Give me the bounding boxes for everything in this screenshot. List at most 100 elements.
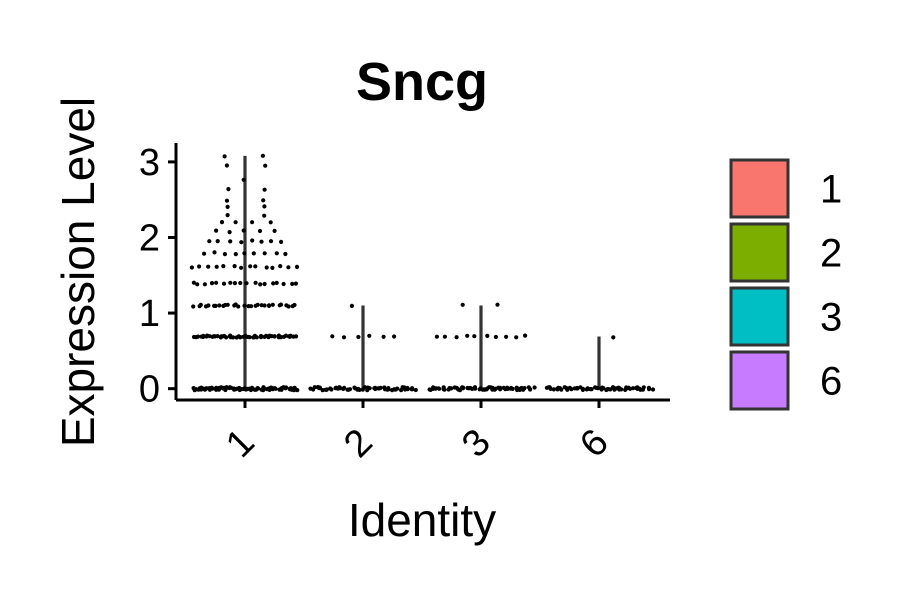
data-point-2	[378, 385, 383, 390]
data-point-1	[241, 177, 246, 182]
data-point-1	[189, 265, 194, 270]
x-axis-title: Identity	[348, 494, 496, 546]
data-point-6	[548, 386, 553, 391]
data-point-1	[258, 335, 264, 340]
chart-title: Sncg	[356, 52, 488, 112]
data-point-1	[247, 335, 252, 340]
data-point-2	[347, 387, 353, 392]
data-point-2	[341, 335, 347, 340]
x-tick-label-2: 2	[336, 421, 381, 466]
data-point-1	[227, 230, 232, 235]
data-point-1	[283, 251, 288, 257]
data-point-3	[472, 334, 477, 339]
data-point-1	[284, 385, 289, 390]
data-point-3	[434, 334, 439, 339]
data-point-1	[213, 303, 218, 308]
data-point-1	[250, 238, 255, 243]
legend-label-2: 2	[820, 232, 842, 276]
data-point-1	[236, 304, 241, 309]
data-point-1	[294, 264, 300, 269]
data-point-1	[278, 264, 283, 269]
x-tick-label-3: 3	[454, 421, 499, 466]
data-point-2	[381, 334, 386, 339]
data-point-3	[427, 387, 432, 392]
data-point-1	[206, 264, 211, 269]
data-point-1	[224, 198, 230, 203]
data-point-3	[460, 302, 465, 307]
data-point-3	[495, 302, 500, 307]
data-point-1	[286, 265, 291, 270]
data-point-1	[224, 163, 229, 168]
data-point-3	[461, 385, 466, 390]
data-point-1	[239, 240, 244, 245]
data-point-1	[241, 228, 246, 233]
data-point-1	[242, 303, 247, 308]
data-point-1	[217, 303, 222, 308]
data-point-1	[293, 281, 298, 286]
y-tick-label-1: 1	[139, 293, 160, 335]
data-point-3	[510, 386, 515, 391]
data-point-1	[262, 204, 267, 209]
data-point-1	[268, 239, 274, 244]
data-point-6	[551, 387, 556, 392]
data-point-1	[198, 302, 203, 307]
data-point-1	[257, 228, 263, 234]
data-point-1	[220, 334, 225, 339]
data-point-3	[522, 386, 527, 391]
data-point-2	[413, 387, 418, 393]
data-point-1	[249, 304, 254, 309]
data-point-1	[248, 264, 253, 269]
data-point-3	[441, 387, 446, 392]
data-point-1	[233, 220, 238, 225]
data-point-1	[228, 239, 233, 244]
data-point-6	[559, 387, 564, 392]
data-point-1	[254, 335, 259, 340]
data-point-1	[232, 281, 237, 286]
data-point-6	[595, 386, 601, 391]
data-point-1	[195, 334, 200, 339]
data-point-2	[330, 334, 335, 339]
data-point-1	[259, 239, 264, 244]
data-point-1	[255, 386, 260, 391]
data-point-1	[214, 280, 219, 285]
data-point-1	[271, 281, 276, 286]
data-point-1	[202, 251, 207, 256]
data-point-1	[262, 251, 267, 256]
data-point-3	[498, 385, 503, 390]
data-point-1	[238, 280, 243, 286]
data-point-1	[261, 198, 266, 203]
data-point-1	[228, 280, 233, 285]
data-point-1	[204, 334, 209, 339]
y-tick-label-0: 0	[139, 369, 160, 411]
data-point-1	[260, 153, 265, 158]
data-point-1	[215, 334, 220, 339]
y-axis-title: Expression Level	[52, 97, 104, 447]
data-point-1	[221, 264, 226, 269]
data-point-2	[386, 386, 391, 391]
data-point-1	[191, 280, 196, 285]
data-point-1	[225, 302, 230, 307]
data-point-1	[250, 220, 255, 225]
data-point-1	[270, 302, 275, 307]
data-point-1	[273, 386, 278, 391]
data-point-6	[630, 386, 636, 391]
data-point-1	[251, 251, 256, 256]
data-point-1	[264, 265, 269, 270]
legend-label-3: 3	[820, 296, 842, 340]
data-point-3	[532, 385, 537, 390]
data-point-2	[395, 386, 400, 391]
data-point-1	[262, 303, 267, 308]
data-point-6	[569, 387, 574, 392]
data-point-1	[255, 302, 260, 307]
data-point-6	[619, 387, 624, 392]
data-point-1	[195, 282, 200, 287]
data-point-1	[239, 265, 244, 270]
data-point-1	[281, 281, 286, 287]
data-point-2	[367, 333, 372, 338]
data-point-1	[231, 335, 236, 340]
data-point-1	[294, 334, 299, 339]
data-point-1	[272, 228, 277, 233]
data-point-1	[272, 334, 277, 339]
data-point-6	[611, 335, 616, 340]
